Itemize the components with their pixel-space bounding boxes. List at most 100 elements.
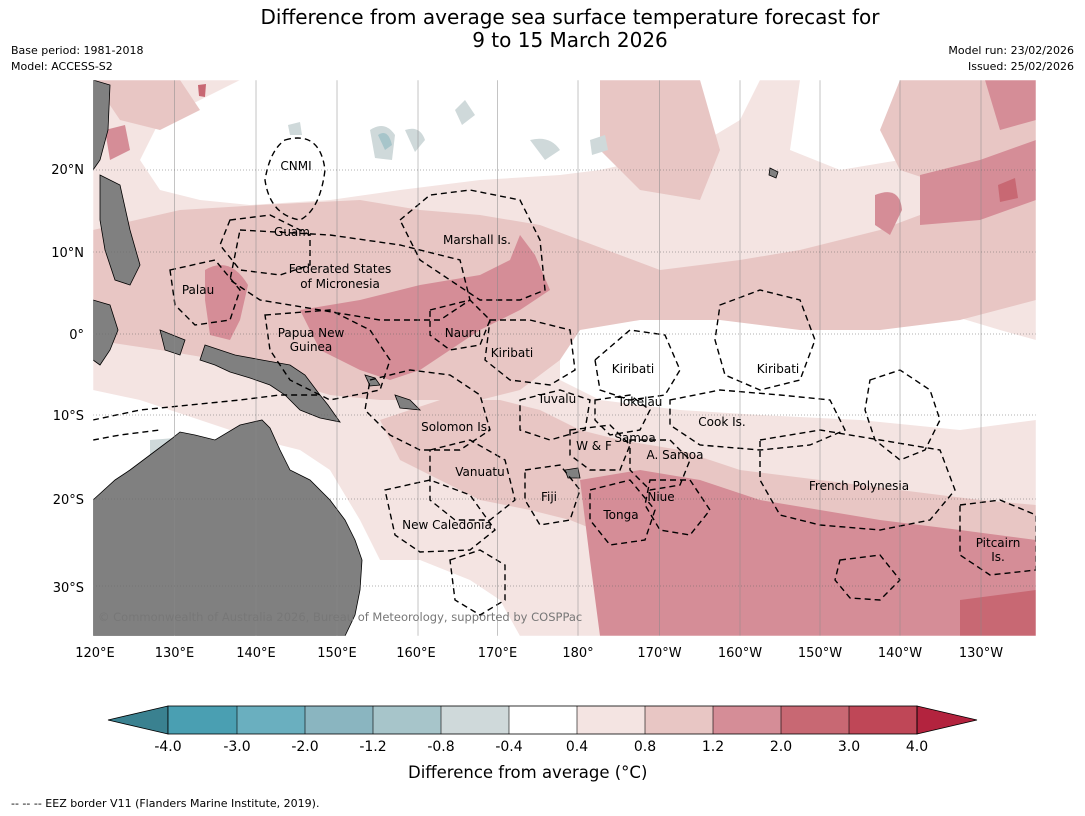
label-american-samoa: A. Samoa (647, 448, 704, 462)
anomaly-2.0-3.0 (198, 84, 1036, 636)
issued-date: Issued: 25/02/2026 (967, 60, 1074, 73)
colorbar-tick: 1.2 (702, 739, 724, 755)
label-nauru: Nauru (445, 326, 481, 340)
colorbar-tick: -2.0 (291, 739, 318, 755)
colorbar-swatch (849, 706, 917, 734)
colorbar-tick: 4.0 (906, 739, 928, 755)
colorbar-swatch (441, 706, 509, 734)
label-solomon: Solomon Is. (421, 420, 491, 434)
label-kiribati-central: Kiribati (612, 362, 654, 376)
colorbar: -4.0 -3.0 -2.0 -1.2 -0.8 -0.4 0.4 0.8 1.… (107, 705, 978, 755)
new-guinea (199, 344, 341, 423)
colorbar-tick: 0.8 (634, 739, 656, 755)
label-kiribati-west: Kiribati (491, 346, 533, 360)
meta-right: Model run: 23/02/2026 Issued: 25/02/2026 (948, 43, 1074, 75)
chart-title: Difference from average sea surface temp… (0, 6, 1085, 52)
label-tonga: Tonga (602, 508, 638, 522)
lat-label: 20°N (51, 163, 84, 178)
label-palau: Palau (182, 283, 214, 297)
colorbar-tick: -4.0 (154, 739, 181, 755)
label-french-polynesia: French Polynesia (809, 479, 909, 493)
meta-left: Base period: 1981-2018 Model: ACCESS-S2 (11, 43, 143, 75)
cool-core (378, 132, 392, 150)
label-fsm-1: Federated States (289, 262, 391, 276)
colorbar-tick: -0.4 (495, 739, 522, 755)
lon-label: 170°W (637, 646, 681, 661)
colorbar-tick: 3.0 (838, 739, 860, 755)
model-run: Model run: 23/02/2026 (948, 44, 1074, 57)
eez-footnote: -- -- -- EEZ border V11 (Flanders Marine… (11, 797, 320, 810)
label-tokelau: Tokelau (617, 395, 663, 409)
label-guam: Guam (274, 225, 310, 239)
label-png-1: Papua New (278, 326, 345, 340)
lat-label: 10°N (51, 246, 84, 261)
lat-label: 30°S (53, 581, 84, 596)
parallels (93, 169, 1036, 587)
colorbar-swatch (781, 706, 849, 734)
label-wallis-futuna: W & F (576, 439, 612, 453)
colorbar-swatch (237, 706, 305, 734)
lon-label: 140°E (236, 646, 276, 661)
label-samoa: Samoa (614, 431, 655, 445)
model-name: Model: ACCESS-S2 (11, 60, 113, 73)
lat-label: 0° (69, 328, 84, 343)
label-cook: Cook Is. (698, 415, 745, 429)
latitude-labels: 20°N 10°N 0° 10°S 20°S 30°S (51, 163, 84, 596)
label-pitcairn-1: Pitcairn (976, 536, 1021, 550)
lon-label: 180° (562, 646, 593, 661)
eez-borders (93, 137, 1036, 616)
label-tuvalu: Tuvalu (537, 392, 577, 406)
colorbar-swatch (168, 706, 237, 734)
lon-label: 130°W (959, 646, 1003, 661)
lat-label: 10°S (53, 409, 84, 424)
title-line-2: 9 to 15 March 2026 (472, 28, 668, 52)
map-area: CNMI Guam Marshall Is. Federated States … (93, 80, 1036, 636)
colorbar-tick: 2.0 (770, 739, 792, 755)
longitude-labels: 120°E 130°E 140°E 150°E 160°E 170°E 180°… (75, 646, 1003, 661)
lon-label: 150°W (798, 646, 842, 661)
colorbar-tick: -0.8 (427, 739, 454, 755)
australia (93, 419, 363, 636)
colorbar-title: Difference from average (°C) (408, 763, 648, 782)
base-period: Base period: 1981-2018 (11, 44, 144, 57)
lon-label: 140°W (878, 646, 922, 661)
land-masses (93, 80, 779, 636)
colorbar-swatch (305, 706, 373, 734)
colorbar-dividers (236, 706, 850, 734)
colorbar-swatch (577, 706, 645, 734)
label-pitcairn-2: Is. (991, 550, 1005, 564)
colorbar-swatch (645, 706, 713, 734)
label-fiji: Fiji (541, 490, 557, 504)
lon-label: 120°E (75, 646, 115, 661)
label-kiribati-east: Kiribati (757, 362, 799, 376)
colorbar-extend-high (916, 705, 978, 735)
copyright-notice: © Commonwealth of Australia 2026, Bureau… (98, 610, 582, 624)
colorbar-swatch (713, 706, 781, 734)
borneo-philippines (93, 80, 111, 171)
colorbar-swatch (373, 706, 441, 734)
lat-label: 20°S (53, 493, 84, 508)
title-line-1: Difference from average sea surface temp… (260, 5, 880, 29)
colorbar-ticks: -4.0 -3.0 -2.0 -1.2 -0.8 -0.4 0.4 0.8 1.… (154, 739, 928, 755)
colorbar-extend-low (107, 705, 169, 735)
colorbar-swatch (509, 706, 577, 734)
label-cnmi: CNMI (280, 159, 311, 173)
colorbar-outline (167, 705, 918, 735)
label-vanuatu: Vanuatu (455, 465, 505, 479)
label-niue: Niue (647, 490, 674, 504)
map-frame (92, 79, 1037, 637)
lon-label: 160°E (396, 646, 436, 661)
colorbar-tick: 0.4 (566, 739, 588, 755)
lon-label: 130°E (155, 646, 195, 661)
colorbar-tick: -1.2 (359, 739, 386, 755)
label-png-2: Guinea (290, 340, 333, 354)
lon-label: 150°E (317, 646, 357, 661)
lon-label: 170°E (478, 646, 518, 661)
meridians (174, 80, 982, 636)
label-fsm-2: of Micronesia (300, 277, 380, 291)
place-labels: CNMI Guam Marshall Is. Federated States … (182, 159, 1020, 564)
colorbar-tick: -3.0 (223, 739, 250, 755)
label-marshall: Marshall Is. (443, 233, 511, 247)
anomaly-1.2-2.0 (105, 80, 1036, 636)
